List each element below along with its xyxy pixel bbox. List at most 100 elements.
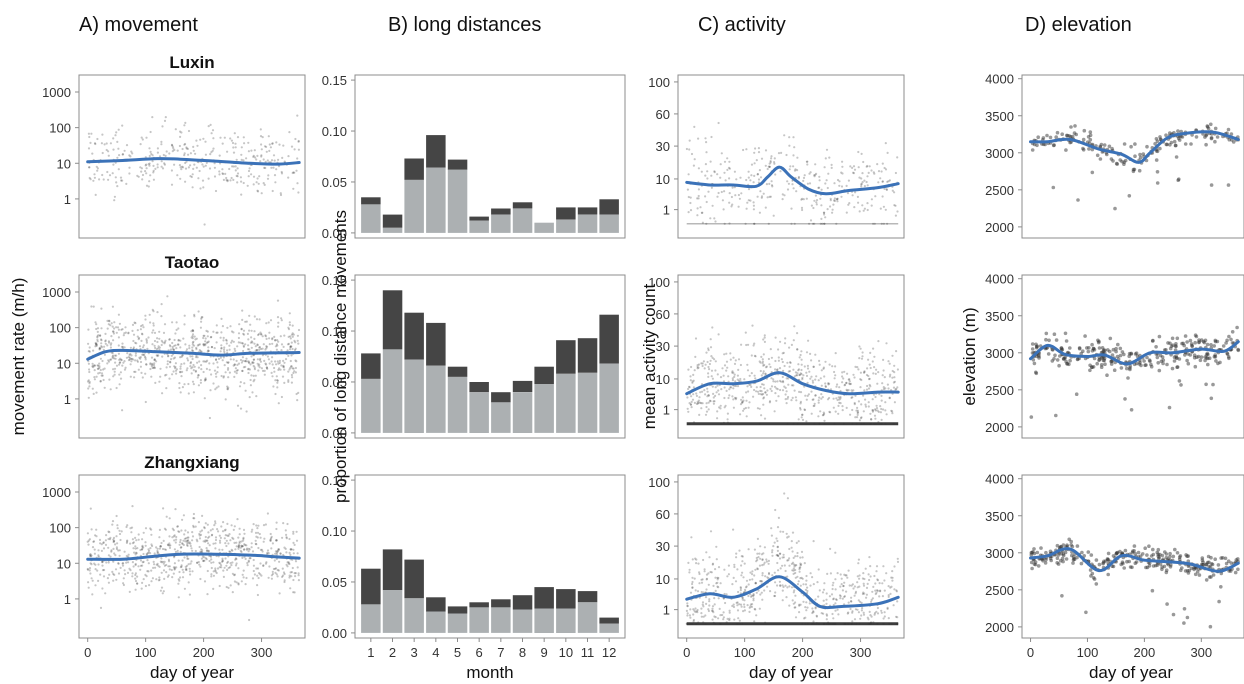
scatter-point [717, 617, 720, 620]
bar-lower [382, 349, 403, 433]
scatter-point [820, 204, 823, 207]
scatter-point [769, 161, 772, 164]
x-tick-label: 200 [193, 645, 215, 660]
scatter-point [244, 583, 247, 586]
scatter-point [1095, 153, 1100, 158]
scatter-point [823, 375, 826, 378]
scatter-point [716, 410, 719, 413]
scatter-point [786, 180, 789, 183]
scatter-point [234, 146, 237, 149]
scatter-point [207, 542, 210, 545]
scatter-point [236, 167, 239, 170]
scatter-point [222, 336, 225, 339]
scatter-point [225, 544, 228, 548]
scatter-point [132, 346, 135, 349]
scatter-point [866, 582, 869, 586]
scatter-point [263, 166, 266, 169]
scatter-point [779, 552, 782, 555]
scatter-point [159, 589, 162, 592]
scatter-point [195, 337, 198, 340]
scatter-point [179, 550, 182, 553]
scatter-point [196, 361, 199, 364]
scatter-point [117, 313, 120, 316]
point-cloud-movement-2 [86, 295, 301, 420]
scatter-point [723, 160, 727, 163]
column-title: C) activity [698, 14, 786, 36]
scatter-point [211, 528, 214, 531]
scatter-point [191, 531, 194, 534]
scatter-point [688, 614, 692, 617]
scatter-point [112, 540, 115, 544]
scatter-point [291, 324, 294, 327]
scatter-point [1211, 382, 1215, 387]
scatter-point [176, 549, 179, 553]
scatter-point [836, 198, 839, 201]
scatter-point [1214, 359, 1218, 363]
scatter-point [218, 548, 221, 551]
scatter-point [848, 584, 851, 587]
scatter-point [1118, 158, 1122, 162]
scatter-point [186, 557, 189, 560]
scatter-point [753, 607, 756, 611]
scatter-point [122, 583, 125, 587]
scatter-point [860, 416, 863, 419]
scatter-point [147, 336, 150, 339]
scatter-point [895, 615, 898, 618]
bar-lower [491, 607, 511, 633]
scatter-point [819, 377, 822, 380]
scatter-point [823, 166, 826, 169]
scatter-point [121, 342, 124, 345]
y-tick-label: 1 [663, 403, 670, 418]
scatter-point [688, 402, 691, 405]
scatter-point [888, 179, 892, 182]
scatter-point [99, 542, 102, 545]
scatter-point [779, 340, 782, 343]
scatter-point [880, 609, 883, 612]
scatter-point [289, 346, 292, 349]
scatter-point [253, 368, 256, 371]
scatter-point [149, 362, 152, 365]
scatter-point [257, 524, 260, 527]
scatter-point [225, 342, 228, 345]
scatter-point [742, 148, 745, 152]
scatter-point [841, 165, 844, 168]
scatter-point [212, 382, 215, 385]
scatter-point [871, 360, 874, 363]
scatter-point [160, 541, 163, 545]
scatter-point [801, 208, 804, 212]
scatter-point [88, 166, 91, 169]
scatter-point [741, 571, 744, 574]
scatter-point [1034, 342, 1038, 347]
scatter-point [803, 365, 806, 368]
scatter-point [692, 618, 696, 622]
scatter-point [96, 167, 99, 170]
bar-upper [426, 597, 446, 612]
scatter-point [262, 524, 266, 527]
scatter-point [707, 408, 710, 411]
scatter-point [711, 204, 714, 207]
scatter-point [753, 548, 757, 551]
scatter-point [96, 338, 99, 341]
scatter-point [707, 349, 710, 352]
scatter-point [728, 167, 732, 170]
scatter-point [142, 326, 145, 329]
scatter-point [809, 572, 812, 575]
scatter-point [108, 573, 111, 576]
scatter-point [806, 367, 810, 370]
scatter-point [259, 160, 262, 163]
scatter-point [88, 166, 91, 169]
scatter-point [186, 147, 189, 150]
scatter-point [809, 171, 812, 174]
scatter-point [887, 617, 890, 620]
scatter-point [223, 566, 226, 569]
scatter-point [1168, 555, 1172, 559]
scatter-point [179, 166, 182, 169]
scatter-point [714, 369, 717, 372]
scatter-point [866, 616, 869, 619]
scatter-point [852, 389, 855, 392]
scatter-point [859, 600, 862, 603]
scatter-point [849, 413, 852, 416]
scatter-point [1095, 361, 1099, 366]
scatter-point [800, 350, 803, 353]
scatter-point [97, 364, 100, 367]
